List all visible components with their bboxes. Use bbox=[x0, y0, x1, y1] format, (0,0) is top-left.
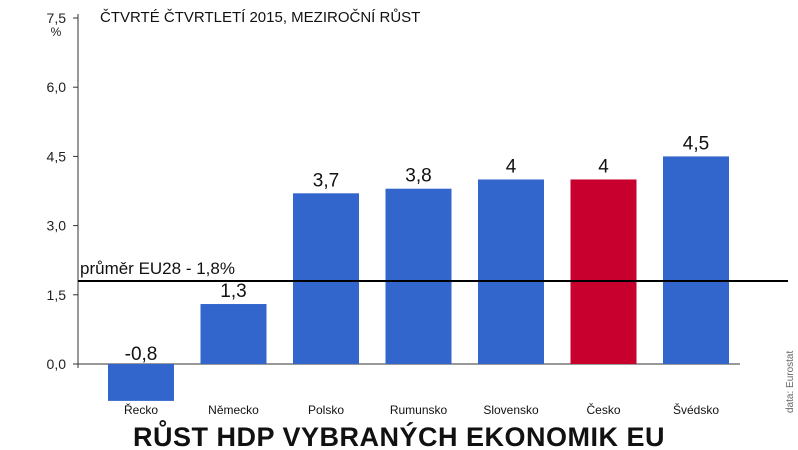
bar bbox=[663, 156, 729, 364]
category-label: Česko bbox=[586, 402, 620, 417]
source-note: data: Eurostat bbox=[785, 351, 796, 413]
bar bbox=[570, 179, 637, 364]
data-label: -0,8 bbox=[125, 344, 158, 365]
y-tick-label: 4,5 bbox=[47, 148, 67, 164]
data-labels: -0,8 1,3 3,7 3,8 4 4 4,5 bbox=[125, 133, 710, 365]
y-tick-label: 6,0 bbox=[47, 79, 67, 95]
data-label: 3,8 bbox=[405, 166, 431, 187]
category-label: Polsko bbox=[308, 403, 344, 417]
y-tick-label: 7,5 bbox=[47, 10, 67, 26]
category-label: Rumunsko bbox=[390, 403, 448, 417]
category-label: Řecko bbox=[124, 402, 158, 417]
data-label: 3,7 bbox=[313, 170, 339, 191]
eu-average-label: průměr EU28 - 1,8% bbox=[80, 259, 235, 278]
bar bbox=[108, 364, 174, 401]
category-labels: Řecko Německo Polsko Rumunsko Slovensko Česko… bbox=[124, 402, 719, 417]
y-tick-label: 0,0 bbox=[47, 356, 67, 372]
data-label: 1,3 bbox=[220, 281, 246, 302]
bar bbox=[478, 179, 544, 364]
data-label: 4 bbox=[506, 156, 517, 177]
y-tick-label: 3,0 bbox=[47, 218, 67, 234]
data-label: 4 bbox=[598, 156, 609, 177]
overlay: ČTVRTÉ ČTVRTLETÍ 2015, MEZIROČNÍ RŮST prů… bbox=[78, 8, 796, 450]
bars bbox=[108, 156, 729, 401]
chart-title: RŮST HDP VYBRANÝCH EKONOMIK EU bbox=[133, 419, 665, 450]
bar bbox=[293, 193, 359, 364]
data-label: 4,5 bbox=[683, 133, 709, 154]
category-label: Švédsko bbox=[673, 402, 719, 417]
category-label: Německo bbox=[208, 403, 259, 417]
bar bbox=[200, 304, 267, 364]
bar bbox=[385, 188, 452, 364]
y-tick-label: 1,5 bbox=[47, 287, 67, 303]
y-unit-label: % bbox=[51, 25, 62, 39]
chart-subtitle: ČTVRTÉ ČTVRTLETÍ 2015, MEZIROČNÍ RŮST bbox=[100, 8, 420, 26]
category-label: Slovensko bbox=[483, 403, 539, 417]
